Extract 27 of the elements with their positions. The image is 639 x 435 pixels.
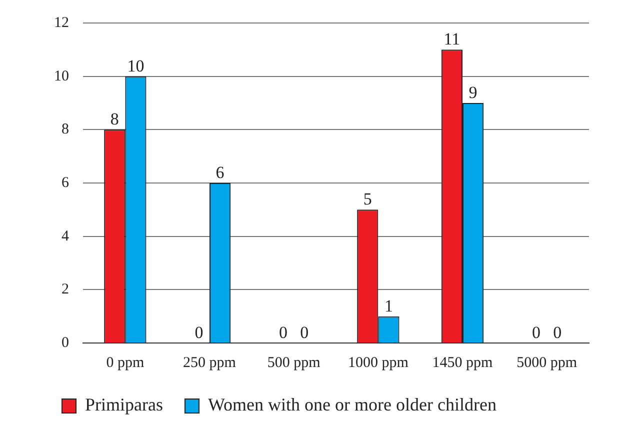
- data-label: 0: [279, 322, 288, 342]
- x-tick-label: 0 ppm: [106, 354, 144, 371]
- x-tick-label: 500 ppm: [267, 354, 321, 371]
- data-label: 10: [127, 56, 144, 76]
- x-tick-label: 250 ppm: [183, 354, 236, 371]
- data-label: 11: [444, 30, 460, 49]
- data-label: 0: [194, 322, 204, 342]
- legend-label: Primiparas: [85, 394, 163, 415]
- data-label: 5: [363, 190, 372, 209]
- legend-label: Women with one or more older children: [208, 394, 496, 415]
- data-label: 1: [384, 296, 393, 316]
- data-label: 6: [216, 162, 224, 182]
- data-label: 0: [532, 322, 541, 342]
- y-tick-label: 8: [62, 122, 69, 138]
- y-tick-label: 2: [62, 282, 69, 298]
- data-label: 9: [468, 82, 478, 102]
- y-tick-label: 0: [62, 334, 69, 351]
- data-label: 8: [110, 110, 119, 129]
- y-tick-label: 6: [62, 174, 70, 191]
- data-label: 0: [553, 322, 562, 342]
- x-tick-label: 1450 ppm: [432, 354, 494, 371]
- y-tick-label: 10: [54, 68, 69, 84]
- y-tick-label: 12: [54, 14, 69, 31]
- x-tick-label: 1000 ppm: [348, 354, 409, 371]
- y-tick-label: 4: [62, 228, 70, 244]
- data-label: 0: [300, 322, 309, 342]
- x-tick-label: 5000 ppm: [516, 354, 578, 371]
